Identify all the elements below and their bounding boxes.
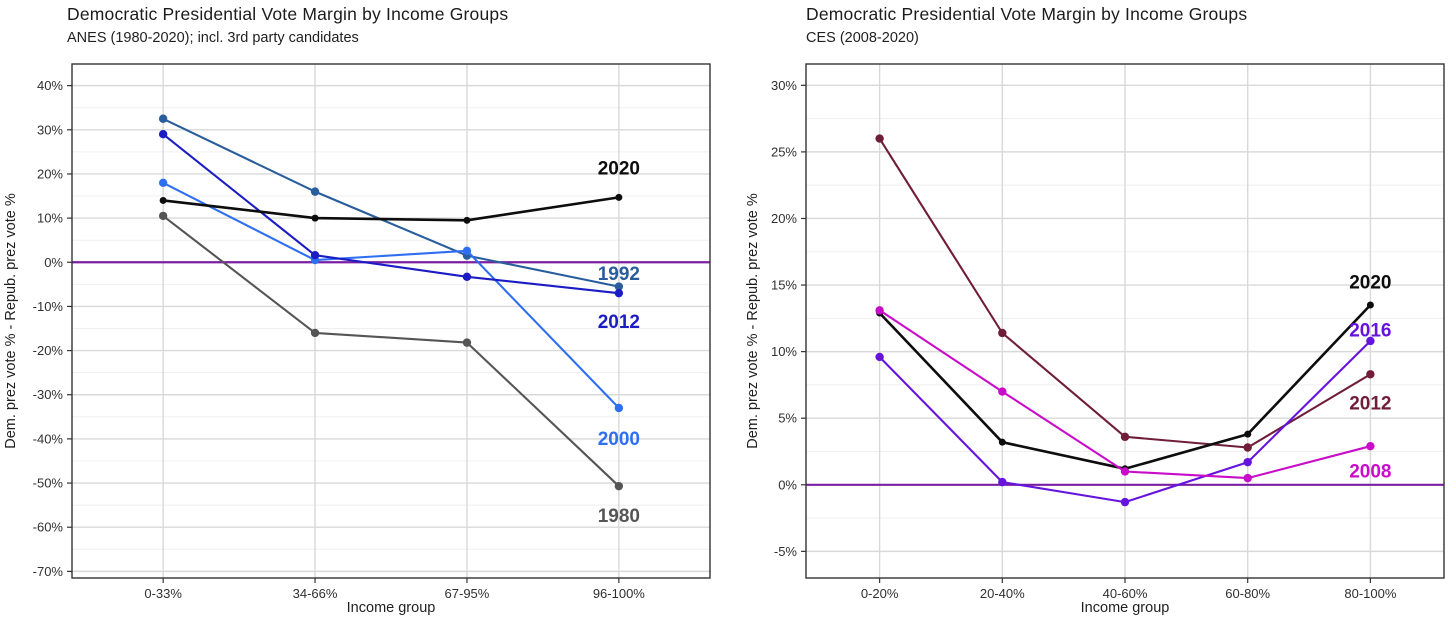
data-point-2020 [311,214,319,222]
chart-svg: 1980 1992 2000 2012 2020 40% 30% 20% 10% 0% -10% -2… [3,63,711,616]
y-tick-label: -5% [774,544,798,559]
series-label-2008: 2008 [1349,461,1391,482]
data-point-2020 [615,193,623,201]
series-label-2000: 2000 [598,429,640,450]
data-point-2016 [998,477,1007,487]
y-axis-title: Dem. prez vote % - Repub. prez vote % [3,193,19,449]
data-point-2020 [1366,301,1374,309]
data-point-2012 [310,251,320,260]
y-tick-label: -10% [33,299,64,314]
data-point-1980 [310,328,320,338]
data-point-1992 [310,187,320,196]
series-line-1992 [162,117,620,288]
data-point-2016 [1120,497,1130,507]
y-tick-label: -30% [33,387,64,402]
data-point-2020 [463,216,471,224]
plot-area-ces: 2012 2020 2016 2008 30% 25% 20% 15% 10% 5% 0% -5% 0-… [728,0,1456,626]
chart-ces: Democratic Presidential Vote Margin by I… [728,0,1456,626]
data-point-2008 [1243,473,1252,483]
x-tick-label: 96-100% [593,586,645,601]
data-point-2020 [159,196,167,204]
y-tick-label: 15% [771,278,797,293]
y-tick-label: -40% [33,431,64,446]
y-tick-label: -70% [33,564,64,579]
data-point-1980 [158,211,168,221]
x-tick-label: 60-80% [1225,586,1270,601]
data-point-2012 [1243,443,1252,452]
chart-subtitle: ANES (1980-2020); incl. 3rd party candid… [67,30,359,46]
data-point-1980 [614,481,624,491]
data-point-1992 [614,282,624,291]
x-tick-label: 0-20% [861,586,899,601]
y-tick-label: 20% [37,166,63,181]
chart-anes: Democratic Presidential Vote Margin by I… [3,4,711,616]
chart-svg: 2012 2020 2016 2008 30% 25% 20% 15% 10% 5% 0% -5% 0-… [745,63,1445,616]
series-line-2000 [162,181,620,410]
y-tick-label: 5% [778,411,797,426]
x-tick-label: 0-33% [144,586,182,601]
x-tick-label: 20-40% [980,586,1025,601]
data-point-2020 [1244,430,1252,438]
y-tick-label: -20% [33,343,64,358]
series-label-1992: 1992 [598,264,640,285]
data-point-1980 [462,338,472,347]
x-tick-label: 34-66% [293,586,338,601]
x-tick-label: 67-95% [445,586,490,601]
series-line-2020 [161,196,621,222]
data-point-2012 [462,272,472,282]
data-point-2000 [614,403,624,413]
data-point-2016 [1366,336,1375,346]
y-tick-label: -50% [33,476,64,491]
data-point-2000 [158,178,168,187]
series-label-2012: 2012 [598,312,640,333]
series-label-1980: 1980 [598,506,640,527]
data-point-2008 [998,387,1007,396]
series-line-1980 [162,214,620,488]
series-label-2012: 2012 [1349,394,1391,415]
y-tick-label: 0% [44,255,63,270]
chart-title: Democratic Presidential Vote Margin by I… [67,4,509,24]
data-point-2008 [1366,441,1375,451]
data-point-2012 [1366,370,1375,379]
series-line-2012 [162,133,620,295]
plot-area-anes: 1980 1992 2000 2012 2020 40% 30% 20% 10% 0% -10% -2… [3,63,711,616]
x-tick-label: 40-60% [1103,586,1148,601]
chart-subtitle: CES (2008-2020) [806,30,919,46]
series-label-2020: 2020 [1349,272,1391,293]
chart-title: Democratic Presidential Vote Margin by I… [806,4,1248,24]
data-point-2012 [875,134,884,143]
y-tick-label: 25% [771,144,797,159]
y-tick-label: 10% [37,211,63,226]
series-label-2020: 2020 [598,159,640,180]
series-label-2016: 2016 [1349,320,1391,341]
data-point-2016 [875,352,884,362]
y-tick-label: 10% [771,344,797,359]
x-axis-title: Income group [347,600,436,616]
data-point-2008 [1120,467,1130,476]
data-point-2020 [998,438,1006,446]
y-tick-label: 0% [778,477,797,492]
data-point-2012 [158,130,168,139]
data-point-1992 [158,114,168,123]
y-tick-label: 30% [37,122,63,137]
data-point-2012 [614,288,624,298]
x-axis-title: Income group [1081,600,1170,616]
y-tick-label: 30% [771,78,797,93]
y-axis-title: Dem. prez vote % - Repub. prez vote % [745,193,761,449]
y-tick-label: -60% [33,520,64,535]
y-tick-label: 40% [37,78,63,93]
x-tick-label: 80-100% [1344,586,1396,601]
data-point-2012 [998,328,1007,338]
data-point-2012 [1120,432,1130,442]
data-point-2000 [462,246,472,255]
y-tick-label: 20% [771,211,797,226]
panel-border [71,63,711,579]
data-point-2016 [1243,457,1252,467]
data-point-2008 [875,306,884,315]
